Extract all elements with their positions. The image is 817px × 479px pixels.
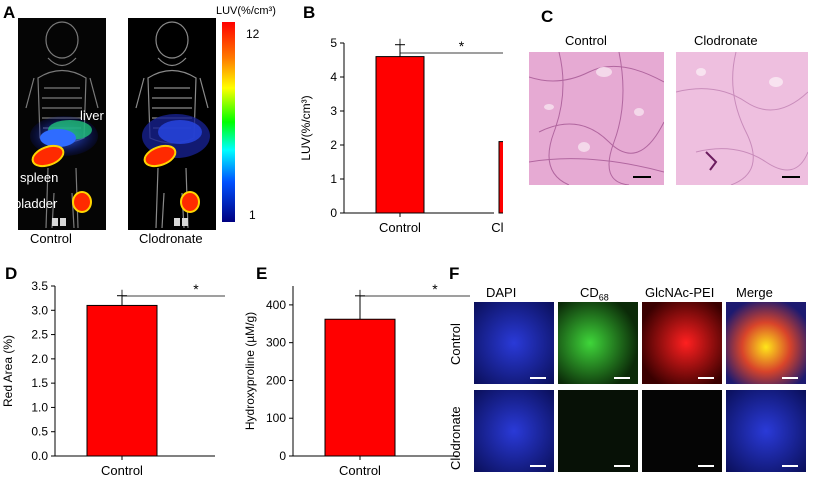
bar [498, 141, 503, 214]
x-tick-label: Clodronate [491, 220, 503, 235]
y-tick-label: 3 [330, 104, 337, 118]
scale-bar [782, 176, 800, 178]
y-axis-label: Hydroxyproline (µM/g) [243, 312, 257, 430]
bar-chart-red-area: 0.00.51.01.52.02.53.03.5ControlClodronat… [1, 279, 225, 476]
significance-star: * [193, 281, 199, 297]
luv-colorbar [222, 22, 235, 222]
y-axis-label: Red Area (%) [1, 335, 15, 407]
panel-letter-d: D [5, 264, 18, 283]
y-tick-label: 300 [266, 336, 286, 350]
liver-histology-clodronate-image [675, 51, 809, 186]
bladder-annotation: bladder [14, 196, 58, 211]
y-tick-label: 1.5 [31, 376, 48, 390]
image-label-clodronate-a: Clodronate [139, 231, 203, 246]
column-label-cd68: CD68 [580, 285, 609, 303]
y-tick-label: 0 [279, 449, 286, 463]
x-tick-label: Control [101, 463, 143, 476]
bar-chart-hydroxyproline: 0 100 200 300 400 Control Clodronate * Hydroxypr… [243, 281, 470, 476]
significance-star: * [432, 281, 438, 297]
bar [375, 56, 425, 214]
y-tick-label: 0.5 [31, 425, 48, 439]
colorbar-title: LUV(%/cm³) [216, 5, 276, 17]
column-label-dapi: DAPI [486, 285, 517, 300]
y-axis-label: LUV(%/cm³) [299, 95, 313, 160]
row-label-clodronate: Clodronate [448, 406, 463, 470]
y-tick-label: 2 [330, 138, 337, 152]
mouse-pet-ct-control-image [18, 18, 106, 230]
y-tick-label: 4 [330, 70, 337, 84]
y-tick-label: 2.0 [31, 352, 48, 366]
image-label-control-a: Control [30, 231, 72, 246]
panel-letter-f: F [449, 264, 460, 283]
panel-letter-b: B [303, 3, 316, 22]
scale-bar [633, 176, 651, 178]
x-tick-label: Control [379, 220, 421, 235]
panel-letter-a: A [3, 3, 16, 22]
image-label-control-c: Control [565, 33, 607, 48]
bar [86, 304, 158, 457]
y-tick-label: 200 [266, 373, 286, 387]
spleen-annotation: spleen [20, 170, 59, 185]
y-tick-label: 0.0 [31, 449, 48, 463]
y-tick-label: 1 [330, 172, 337, 186]
column-label-glcnac-pei: GlcNAc-PEI [645, 285, 715, 300]
y-tick-label: 400 [266, 298, 286, 312]
bar [324, 318, 396, 457]
liver-histology-control-image [528, 51, 665, 186]
significance-star: * [459, 38, 465, 54]
y-tick-label: 2.5 [31, 328, 48, 342]
y-tick-label: 3.0 [31, 303, 48, 317]
panel-letter-c: C [541, 7, 554, 26]
row-label-control: Control [448, 323, 463, 365]
colorbar-min-label: 1 [249, 208, 256, 222]
y-tick-label: 100 [266, 411, 286, 425]
bar-chart-luv: 0 1 2 3 4 5 Control Clodronate * LUV(%/cm³) [299, 36, 503, 235]
significance-bracket [399, 38, 503, 54]
y-tick-label: 0 [330, 206, 337, 220]
x-tick-label: Control [339, 463, 381, 476]
mouse-pet-ct-clodronate-image [128, 18, 216, 230]
image-label-clodronate-c: Clodronate [694, 33, 758, 48]
y-tick-label: 5 [330, 36, 337, 50]
colorbar-max-label: 12 [246, 27, 260, 41]
y-tick-label: 1.0 [31, 400, 48, 414]
panel-letter-e: E [256, 264, 268, 283]
fluorescence-microscopy-grid [474, 302, 810, 474]
significance-bracket [121, 289, 225, 297]
significance-bracket [359, 289, 470, 297]
column-label-merge: Merge [736, 285, 773, 300]
liver-annotation: liver [80, 108, 104, 123]
y-tick-label: 3.5 [31, 279, 48, 293]
